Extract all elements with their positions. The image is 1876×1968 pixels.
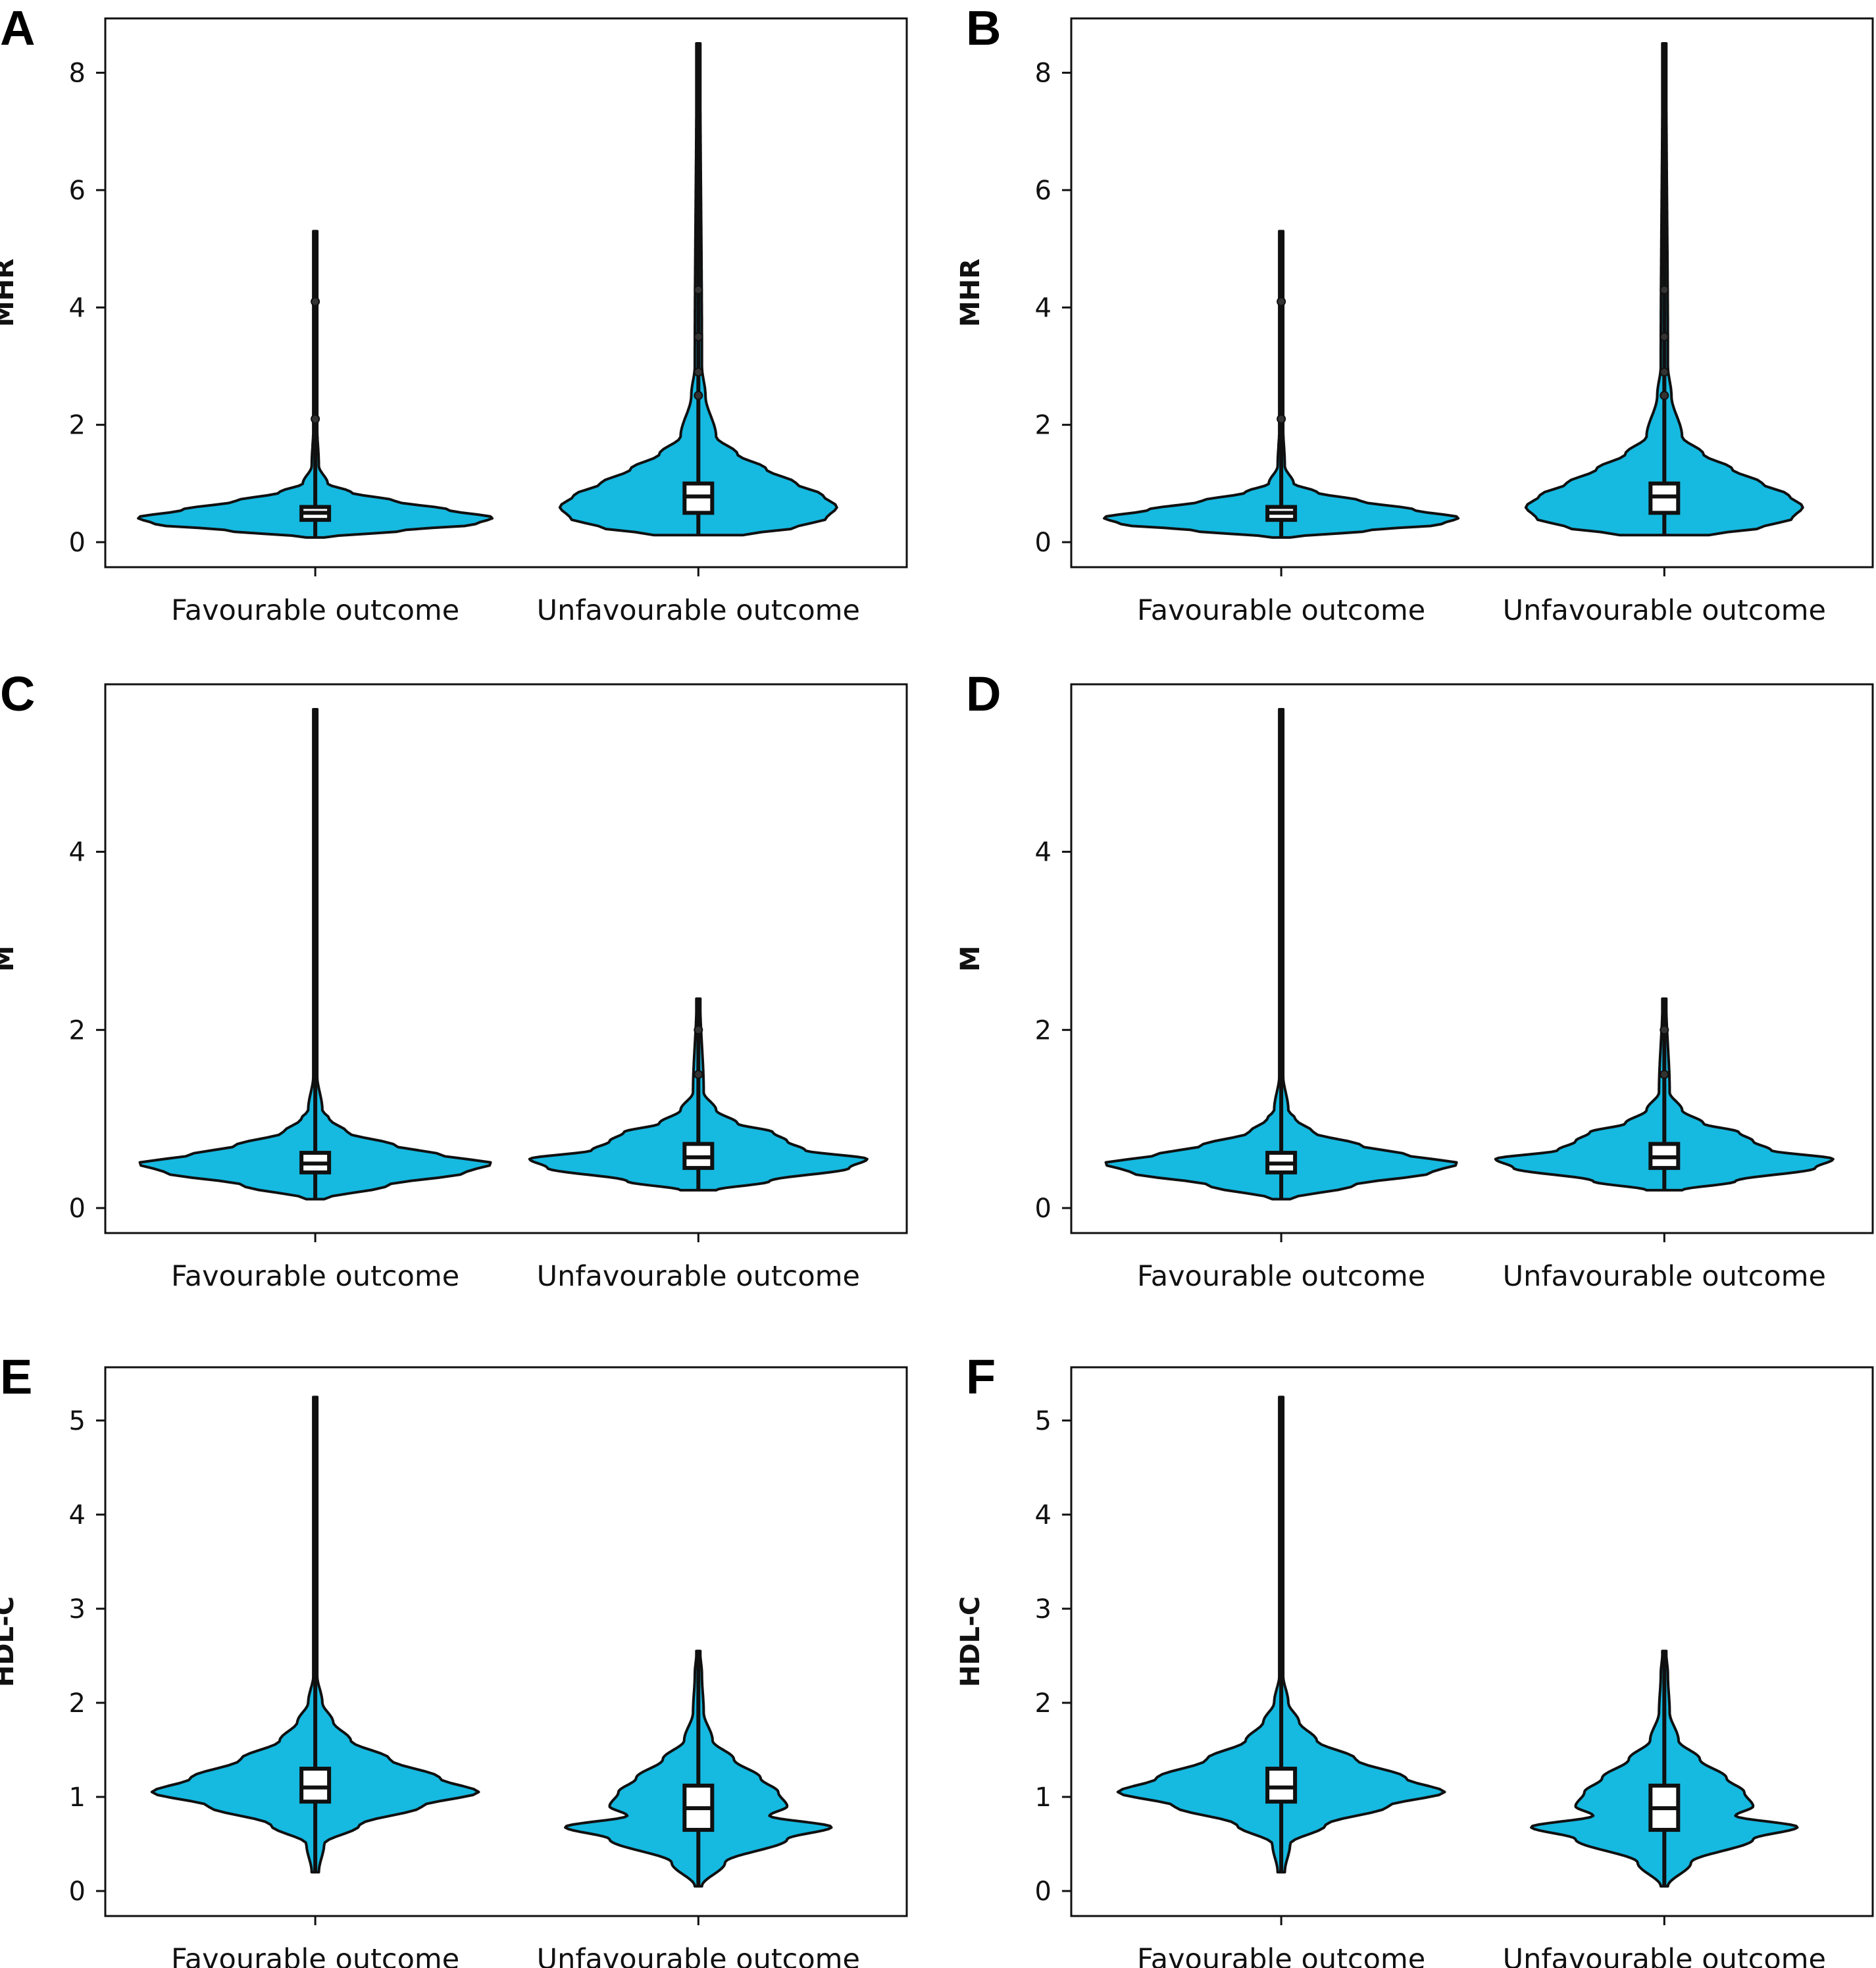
y-tick-label: 6 bbox=[1035, 176, 1052, 206]
panel-label: D bbox=[966, 667, 1001, 721]
plot-frame bbox=[1070, 17, 1874, 568]
plot-frame bbox=[104, 17, 908, 568]
y-axis-label: M bbox=[955, 946, 986, 972]
y-tick-label: 2 bbox=[69, 411, 86, 441]
y-tick-label: 4 bbox=[1035, 838, 1052, 868]
panel-label: A bbox=[0, 1, 35, 55]
outlier-point bbox=[694, 1069, 703, 1079]
panel-label: C bbox=[0, 667, 35, 721]
x-category-label: Unfavourable outcome bbox=[537, 594, 860, 627]
outlier-point bbox=[1660, 1025, 1669, 1035]
y-tick-label: 2 bbox=[1035, 411, 1052, 441]
x-category-label: Favourable outcome bbox=[171, 594, 459, 627]
y-tick-label: 1 bbox=[1035, 1782, 1052, 1813]
y-tick-label: 2 bbox=[69, 1015, 86, 1046]
y-tick-label: 3 bbox=[1035, 1594, 1052, 1625]
y-tick-label: 4 bbox=[69, 838, 86, 868]
y-tick-label: 0 bbox=[1035, 528, 1052, 558]
panel-d: D 0 2 4 M Favourable outcome Unfavourable outc… bbox=[955, 667, 1874, 1293]
y-axis-label: M bbox=[0, 946, 20, 972]
y-tick-label: 3 bbox=[69, 1594, 86, 1625]
outlier-point bbox=[311, 414, 320, 424]
panel-label: E bbox=[0, 1350, 32, 1404]
plot-frame bbox=[1070, 683, 1874, 1234]
x-category-label: Favourable outcome bbox=[1137, 1943, 1425, 1968]
y-tick-label: 4 bbox=[69, 1500, 86, 1530]
panel-a: A 0 2 4 6 8 MHR Favourable outcome Unfavourable … bbox=[0, 1, 908, 627]
y-tick-label: 8 bbox=[1035, 59, 1052, 89]
y-tick-label: 4 bbox=[69, 293, 86, 323]
y-tick-label: 0 bbox=[1035, 1877, 1052, 1907]
iqr-box bbox=[299, 1767, 332, 1804]
x-category-label: Favourable outcome bbox=[171, 1943, 459, 1968]
panel-f: F 0 1 2 3 4 5 HDL-C Favourable outcome Unfavourab… bbox=[955, 1350, 1874, 1968]
y-tick-label: 2 bbox=[1035, 1688, 1052, 1719]
iqr-box bbox=[1265, 1767, 1298, 1804]
outlier-point bbox=[1277, 297, 1286, 307]
y-tick-label: 8 bbox=[69, 59, 86, 89]
outlier-point bbox=[1660, 285, 1669, 295]
x-category-label: Favourable outcome bbox=[1137, 594, 1425, 627]
x-category-label: Favourable outcome bbox=[1137, 1260, 1425, 1293]
panel-b: B 0 2 4 6 8 MHR Favourable outcome Unfavourable … bbox=[955, 1, 1874, 627]
y-tick-label: 0 bbox=[69, 1877, 86, 1907]
y-tick-label: 2 bbox=[1035, 1015, 1052, 1046]
y-tick-label: 6 bbox=[69, 176, 86, 206]
x-category-label: Unfavourable outcome bbox=[1503, 1943, 1826, 1968]
y-tick-label: 5 bbox=[69, 1406, 86, 1436]
outlier-point bbox=[694, 332, 703, 341]
y-tick-label: 5 bbox=[1035, 1406, 1052, 1436]
outlier-point bbox=[694, 367, 703, 377]
panel-label: F bbox=[966, 1350, 996, 1404]
y-tick-label: 2 bbox=[69, 1688, 86, 1719]
plot-frame bbox=[104, 683, 908, 1234]
plot-frame bbox=[1070, 1366, 1874, 1917]
y-tick-label: 0 bbox=[1035, 1194, 1052, 1224]
outlier-point bbox=[1660, 1069, 1669, 1079]
y-tick-label: 1 bbox=[69, 1782, 86, 1813]
outlier-point bbox=[1660, 391, 1669, 401]
panel-label: B bbox=[966, 1, 1001, 55]
outlier-point bbox=[694, 391, 703, 401]
outlier-point bbox=[1660, 367, 1669, 377]
x-category-label: Favourable outcome bbox=[171, 1260, 459, 1293]
x-category-label: Unfavourable outcome bbox=[1503, 594, 1826, 627]
x-category-label: Unfavourable outcome bbox=[1503, 1260, 1826, 1293]
outlier-point bbox=[694, 285, 703, 295]
y-axis-label: HDL-C bbox=[955, 1596, 986, 1687]
y-tick-label: 4 bbox=[1035, 1500, 1052, 1530]
y-axis-label: MHR bbox=[955, 259, 986, 327]
y-axis-label: HDL-C bbox=[0, 1596, 20, 1687]
plot-frame bbox=[104, 1366, 908, 1917]
outlier-point bbox=[694, 1025, 703, 1035]
y-tick-label: 4 bbox=[1035, 293, 1052, 323]
y-axis-label: MHR bbox=[0, 259, 20, 327]
x-category-label: Unfavourable outcome bbox=[537, 1260, 860, 1293]
y-tick-label: 0 bbox=[69, 1194, 86, 1224]
x-category-label: Unfavourable outcome bbox=[537, 1943, 860, 1968]
y-tick-label: 0 bbox=[69, 528, 86, 558]
outlier-point bbox=[1660, 332, 1669, 341]
outlier-point bbox=[311, 297, 320, 307]
panel-e: E 0 1 2 3 4 5 HDL-C Favourable outcome Unfavourab… bbox=[0, 1350, 908, 1968]
panel-c: C 0 2 4 M Favourable outcome Unfavourable outc… bbox=[0, 667, 908, 1293]
outlier-point bbox=[1277, 414, 1286, 424]
